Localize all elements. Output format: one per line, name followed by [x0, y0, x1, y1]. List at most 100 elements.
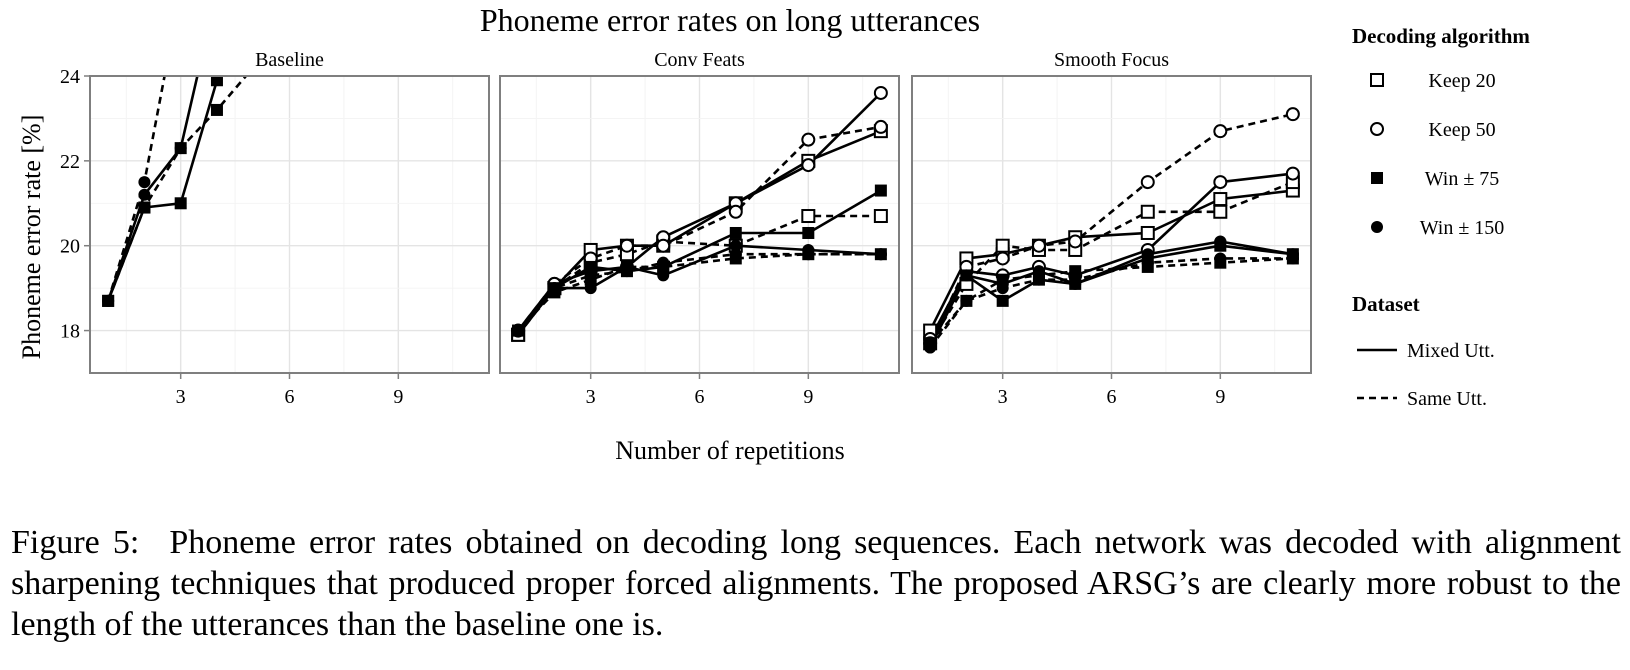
- data-point-win-pm-75-mixed-utt: [996, 294, 1009, 307]
- data-point-win-pm-75-same-utt: [1069, 265, 1082, 278]
- data-point-win-pm-150-same-utt: [1141, 256, 1154, 269]
- caption-text: Phoneme error rates obtained on decoding…: [11, 524, 1621, 643]
- data-point-win-pm-150-same-utt: [874, 248, 887, 261]
- data-point-keep-50-same-utt: [656, 238, 671, 253]
- data-point-keep-50-same-utt: [1140, 175, 1155, 190]
- data-point-win-pm-150-same-utt: [1286, 252, 1299, 265]
- data-point-win-pm-150-same-utt: [620, 265, 633, 278]
- x-tick-label: 6: [285, 386, 295, 408]
- data-point-keep-50-mixed-utt: [801, 158, 816, 173]
- data-point-keep-50-mixed-utt: [1213, 175, 1228, 190]
- grid: [90, 75, 489, 374]
- legend-label-win-pm-75: Win ± 75: [1425, 168, 1500, 190]
- x-tick-label: 6: [695, 386, 705, 408]
- data-point-win-pm-150-same-utt: [1069, 273, 1082, 286]
- data-point-win-pm-150-mixed-utt: [1214, 235, 1227, 248]
- data-point-keep-50-same-utt: [1213, 124, 1228, 139]
- legend-title-algorithm: Decoding algorithm: [1352, 24, 1530, 48]
- x-tick-label: 9: [1215, 386, 1225, 408]
- data-point-keep-20-mixed-utt: [1140, 225, 1155, 240]
- series-line-win-pm-150-mixed-utt: [106, 76, 199, 302]
- data-point-keep-20-same-utt: [1140, 204, 1155, 219]
- y-tick-label: 22: [60, 151, 80, 173]
- data-point-win-pm-150-mixed-utt: [174, 142, 187, 155]
- series-line-win-pm-75-same-utt: [929, 257, 1293, 345]
- data-point-keep-20-same-utt: [801, 209, 816, 224]
- data-point-keep-50-same-utt: [1068, 234, 1083, 249]
- data-point-win-pm-150-same-utt: [729, 248, 742, 261]
- data-point-keep-50-mixed-utt: [1285, 166, 1300, 181]
- data-point-win-pm-150-same-utt: [512, 324, 525, 337]
- x-tick-label: 3: [998, 386, 1008, 408]
- data-point-keep-50-same-utt: [995, 251, 1010, 266]
- data-point-keep-20-same-utt: [1213, 204, 1228, 219]
- chart-title: Phoneme error rates on long utterances: [480, 2, 980, 38]
- data-point-win-pm-75-mixed-utt: [874, 184, 887, 197]
- series-line-win-pm-150-mixed-utt: [928, 240, 1294, 349]
- x-tick-label: 6: [1107, 386, 1117, 408]
- data-point-win-pm-150-same-utt: [657, 256, 670, 269]
- x-tick-label: 9: [393, 386, 403, 408]
- data-point-win-pm-150-same-utt: [548, 282, 561, 295]
- series-line-keep-50-same-utt: [517, 125, 882, 332]
- legend-label-win-pm-150: Win ± 150: [1420, 217, 1505, 239]
- x-tick-label: 9: [803, 386, 813, 408]
- y-axis-label: Phoneme error rate [%]: [17, 115, 46, 360]
- data-point-win-pm-150-same-utt: [802, 248, 815, 261]
- data-point-win-pm-150-same-utt: [1032, 273, 1045, 286]
- data-point-win-pm-150-same-utt: [138, 176, 151, 189]
- legend-label-mixed-utt: Mixed Utt.: [1407, 340, 1495, 362]
- legend-label-keep-50: Keep 50: [1428, 119, 1495, 141]
- data-point-win-pm-75-mixed-utt: [584, 260, 597, 273]
- caption-label: Figure 5:: [11, 524, 140, 561]
- y-tick-label: 24: [60, 66, 80, 88]
- legend-label-keep-20: Keep 20: [1428, 70, 1495, 92]
- data-point-keep-20-same-utt: [873, 209, 888, 224]
- panel-smooth-focus: Smooth Focus 3 6 9: [911, 49, 1312, 408]
- series-group: [102, 76, 248, 307]
- x-axis-label: Number of repetitions: [615, 436, 845, 465]
- panel-title: Baseline: [255, 49, 324, 71]
- legend: Decoding algorithm Keep 20 Keep 50 Win ± 75…: [1352, 24, 1530, 410]
- data-point-win-pm-75-same-utt: [138, 201, 151, 214]
- data-point-keep-50-same-utt: [801, 132, 816, 147]
- data-point-win-pm-75-same-utt: [210, 103, 223, 116]
- data-point-keep-50-same-utt: [728, 204, 743, 219]
- legend-title-dataset: Dataset: [1352, 292, 1420, 316]
- legend-marker-keep-50: [1370, 122, 1384, 136]
- data-point-win-pm-150-mixed-utt: [138, 188, 151, 201]
- legend-label-same-utt: Same Utt.: [1407, 388, 1487, 410]
- data-point-keep-20-mixed-utt: [1213, 192, 1228, 207]
- data-point-keep-20-same-utt: [995, 238, 1010, 253]
- panel-baseline: Baseline 3 6 9 18 20 22 24: [60, 49, 490, 408]
- data-point-win-pm-150-same-utt: [924, 341, 937, 354]
- x-tick-label: 3: [176, 386, 186, 408]
- legend-marker-win-pm-150: [1371, 221, 1383, 233]
- figure-caption: Figure 5: Phoneme error rates obtained on…: [11, 522, 1621, 645]
- data-point-win-pm-75-mixed-utt: [174, 197, 187, 210]
- series-group: [923, 107, 1300, 354]
- data-point-win-pm-75-mixed-utt: [802, 226, 815, 239]
- data-point-win-pm-150-same-utt: [584, 269, 597, 282]
- series-group: [511, 85, 888, 342]
- chart: Phoneme error rates on long utterances P…: [17, 2, 1530, 465]
- data-point-keep-50-same-utt: [1285, 107, 1300, 122]
- series-line-win-pm-150-same-utt: [106, 76, 166, 302]
- panel-title: Conv Feats: [654, 49, 745, 71]
- data-point-keep-50-same-utt: [873, 119, 888, 134]
- legend-marker-keep-20: [1370, 73, 1384, 87]
- series-line-win-pm-150-same-utt: [929, 257, 1293, 349]
- data-point-win-pm-150-same-utt: [102, 294, 115, 307]
- panel-conv-feats: Conv Feats 3 6 9: [499, 49, 900, 408]
- data-point-win-pm-150-same-utt: [996, 282, 1009, 295]
- x-tick-label: 3: [586, 386, 596, 408]
- grid: [912, 75, 1311, 374]
- panel-title: Smooth Focus: [1054, 49, 1169, 71]
- y-tick-label: 20: [60, 236, 80, 258]
- data-point-keep-50-same-utt: [1031, 238, 1046, 253]
- data-point-keep-50-same-utt: [619, 238, 634, 253]
- data-point-win-pm-150-mixed-utt: [1141, 248, 1154, 261]
- data-point-win-pm-150-same-utt: [960, 294, 973, 307]
- data-point-win-pm-150-mixed-utt: [1032, 265, 1045, 278]
